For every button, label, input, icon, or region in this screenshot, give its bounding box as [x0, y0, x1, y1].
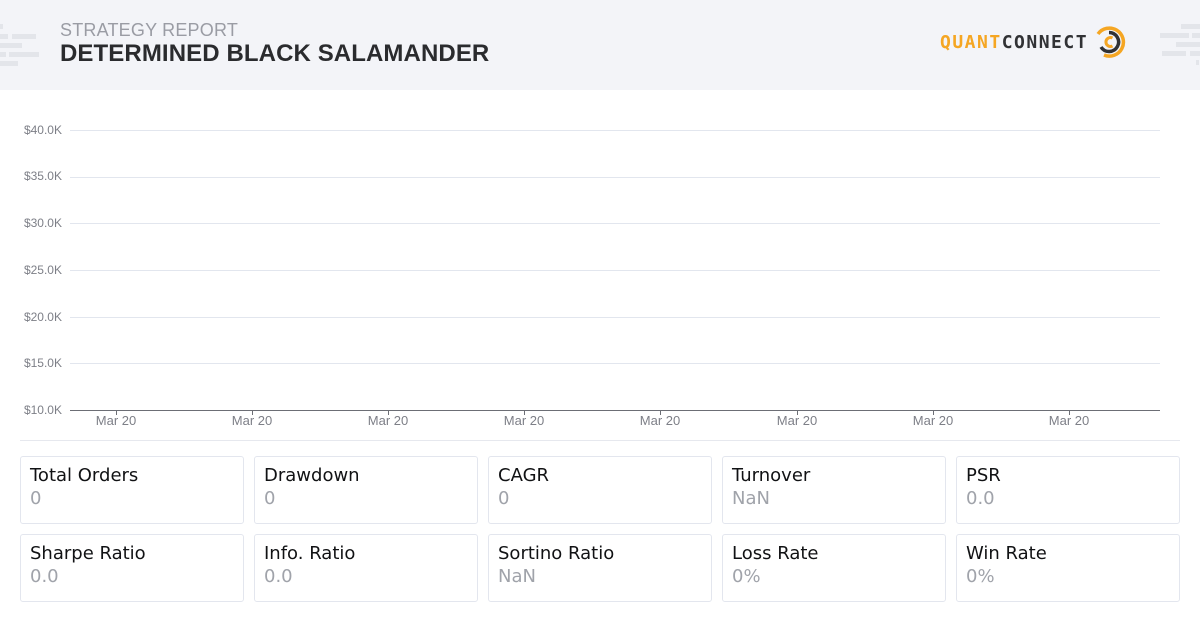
x-tick-label: Mar 20 [1048, 413, 1090, 428]
stat-card-loss-rate: Loss Rate 0% [722, 534, 946, 602]
stat-label: Loss Rate [732, 543, 819, 564]
x-tick-label: Mar 20 [503, 413, 545, 428]
stat-label: Info. Ratio [264, 543, 356, 564]
stat-card-total-orders: Total Orders 0 [20, 456, 244, 524]
x-tick-label: Mar 20 [639, 413, 681, 428]
x-tick [116, 410, 117, 415]
section-divider [20, 440, 1180, 441]
y-tick-label: $20.0K [23, 310, 62, 324]
y-tick-label: $15.0K [23, 356, 62, 370]
quantconnect-logo: QUANT CONNECT [940, 24, 1126, 60]
stat-card-cagr: CAGR 0 [488, 456, 712, 524]
x-tick [797, 410, 798, 415]
stat-card-psr: PSR 0.0 [956, 456, 1180, 524]
y-tick-label: $35.0K [23, 169, 62, 183]
stat-label: Win Rate [966, 543, 1047, 564]
stat-card-turnover: Turnover NaN [722, 456, 946, 524]
x-tick [660, 410, 661, 415]
y-tick-label: $40.0K [23, 123, 62, 137]
stat-label: Drawdown [264, 465, 360, 486]
x-tick-label: Mar 20 [367, 413, 409, 428]
stat-label: Turnover [732, 465, 811, 486]
stat-card-win-rate: Win Rate 0% [956, 534, 1180, 602]
x-tick [933, 410, 934, 415]
gridline [70, 223, 1160, 224]
y-tick-label: $25.0K [23, 263, 62, 277]
logo-text-connect: CONNECT [1001, 31, 1089, 53]
stat-value: 0% [966, 566, 995, 587]
y-tick-label: $30.0K [23, 216, 62, 230]
stat-value: 0.0 [30, 566, 59, 587]
stat-value: 0 [30, 488, 42, 509]
strategy-title: DETERMINED BLACK SALAMANDER [60, 40, 490, 67]
stat-card-sharpe-ratio: Sharpe Ratio 0.0 [20, 534, 244, 602]
x-tick-label: Mar 20 [231, 413, 273, 428]
stat-value: 0.0 [966, 488, 995, 509]
x-tick [1069, 410, 1070, 415]
stat-label: Sharpe Ratio [30, 543, 146, 564]
x-tick-label: Mar 20 [912, 413, 954, 428]
gridline [70, 130, 1160, 131]
logo-text-quant: QUANT [940, 31, 1002, 53]
header-decoration-left [0, 24, 40, 66]
gridline [70, 317, 1160, 318]
x-axis-line [70, 410, 1160, 411]
x-tick [524, 410, 525, 415]
report-subtitle: STRATEGY REPORT [60, 20, 239, 40]
y-tick-label: $10.0K [23, 403, 62, 417]
x-tick-label: Mar 20 [95, 413, 137, 428]
stat-value: 0% [732, 566, 761, 587]
stat-value: 0 [264, 488, 276, 509]
equity-chart: $40.0K $35.0K $30.0K $25.0K $20.0K $15.0… [0, 110, 1200, 430]
x-tick-label: Mar 20 [776, 413, 818, 428]
stat-card-info-ratio: Info. Ratio 0.0 [254, 534, 478, 602]
x-tick [388, 410, 389, 415]
gridline [70, 363, 1160, 364]
gridline [70, 270, 1160, 271]
stat-label: Sortino Ratio [498, 543, 615, 564]
stat-value: 0.0 [264, 566, 293, 587]
stat-label: PSR [966, 465, 1001, 486]
report-header: STRATEGY REPORT DETERMINED BLACK SALAMAN… [0, 0, 1200, 90]
header-decoration-right [1160, 24, 1200, 65]
stat-value: 0 [498, 488, 510, 509]
x-tick [252, 410, 253, 415]
stat-value: NaN [498, 566, 536, 587]
quantconnect-logo-icon [1096, 26, 1126, 58]
stat-card-sortino-ratio: Sortino Ratio NaN [488, 534, 712, 602]
gridline [70, 177, 1160, 178]
stat-label: CAGR [498, 465, 550, 486]
stat-card-drawdown: Drawdown 0 [254, 456, 478, 524]
stat-label: Total Orders [30, 465, 139, 486]
stat-value: NaN [732, 488, 770, 509]
